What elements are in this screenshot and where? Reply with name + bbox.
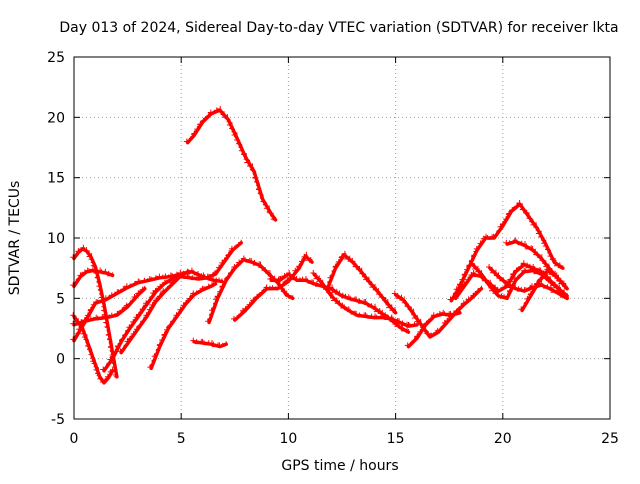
series-line xyxy=(149,282,218,371)
series-track-10 xyxy=(190,337,228,349)
y-tick-label: 20 xyxy=(47,110,65,126)
series-line xyxy=(185,108,278,222)
y-tick-label: 0 xyxy=(56,352,65,368)
grid-lines xyxy=(74,57,610,419)
y-tick-labels: -5 0 5 10 15 20 25 xyxy=(47,50,65,428)
x-tick-label: 5 xyxy=(177,431,186,447)
series-track-15 xyxy=(310,270,419,328)
y-tick-label: 25 xyxy=(47,50,65,66)
point-marker xyxy=(310,270,418,328)
x-tick-label: 10 xyxy=(279,431,297,447)
series-track-22 xyxy=(518,266,567,313)
data-marks xyxy=(70,105,569,385)
point-marker xyxy=(391,285,482,337)
x-axis-label: GPS time / hours xyxy=(281,458,398,474)
x-tick-label: 0 xyxy=(70,431,79,447)
point-marker xyxy=(100,239,242,370)
point-marker xyxy=(70,244,118,378)
point-marker xyxy=(486,264,568,299)
series-track-09 xyxy=(183,105,278,222)
series-track-05 xyxy=(70,285,147,327)
series-track-02 xyxy=(70,266,115,289)
series-track-06 xyxy=(100,239,243,373)
y-tick-label: 5 xyxy=(56,291,65,307)
point-marker xyxy=(447,200,564,300)
series-line xyxy=(72,270,224,343)
x-tick-labels: 0 5 10 15 20 25 xyxy=(70,431,619,447)
x-tick-label: 15 xyxy=(387,431,405,447)
point-marker xyxy=(147,280,216,368)
series-track-08 xyxy=(147,280,218,371)
point-marker xyxy=(231,251,313,320)
series-line xyxy=(72,268,115,289)
point-marker xyxy=(183,105,276,221)
x-tick-label: 20 xyxy=(494,431,512,447)
point-marker xyxy=(190,337,227,348)
y-tick-label: 15 xyxy=(47,171,65,187)
axis-ticks xyxy=(73,56,611,420)
point-marker xyxy=(117,268,189,352)
series-track-23 xyxy=(486,264,569,301)
series-track-18 xyxy=(447,200,565,303)
series-line xyxy=(406,311,462,349)
point-marker xyxy=(404,309,461,346)
point-marker xyxy=(267,270,409,333)
y-axis-label: SDTVAR / TECUs xyxy=(7,181,23,296)
series-track-07 xyxy=(117,268,190,355)
series-track-01 xyxy=(70,244,119,379)
point-marker xyxy=(70,266,114,286)
point-marker xyxy=(70,285,146,326)
chart-title: Day 013 of 2024, Sidereal Day-to-day VTE… xyxy=(59,20,618,36)
y-tick-label: -5 xyxy=(51,412,65,428)
x-tick-label: 25 xyxy=(601,431,619,447)
series-track-17 xyxy=(404,309,462,349)
series-track-12 xyxy=(231,251,314,322)
y-tick-label: 10 xyxy=(47,231,65,247)
